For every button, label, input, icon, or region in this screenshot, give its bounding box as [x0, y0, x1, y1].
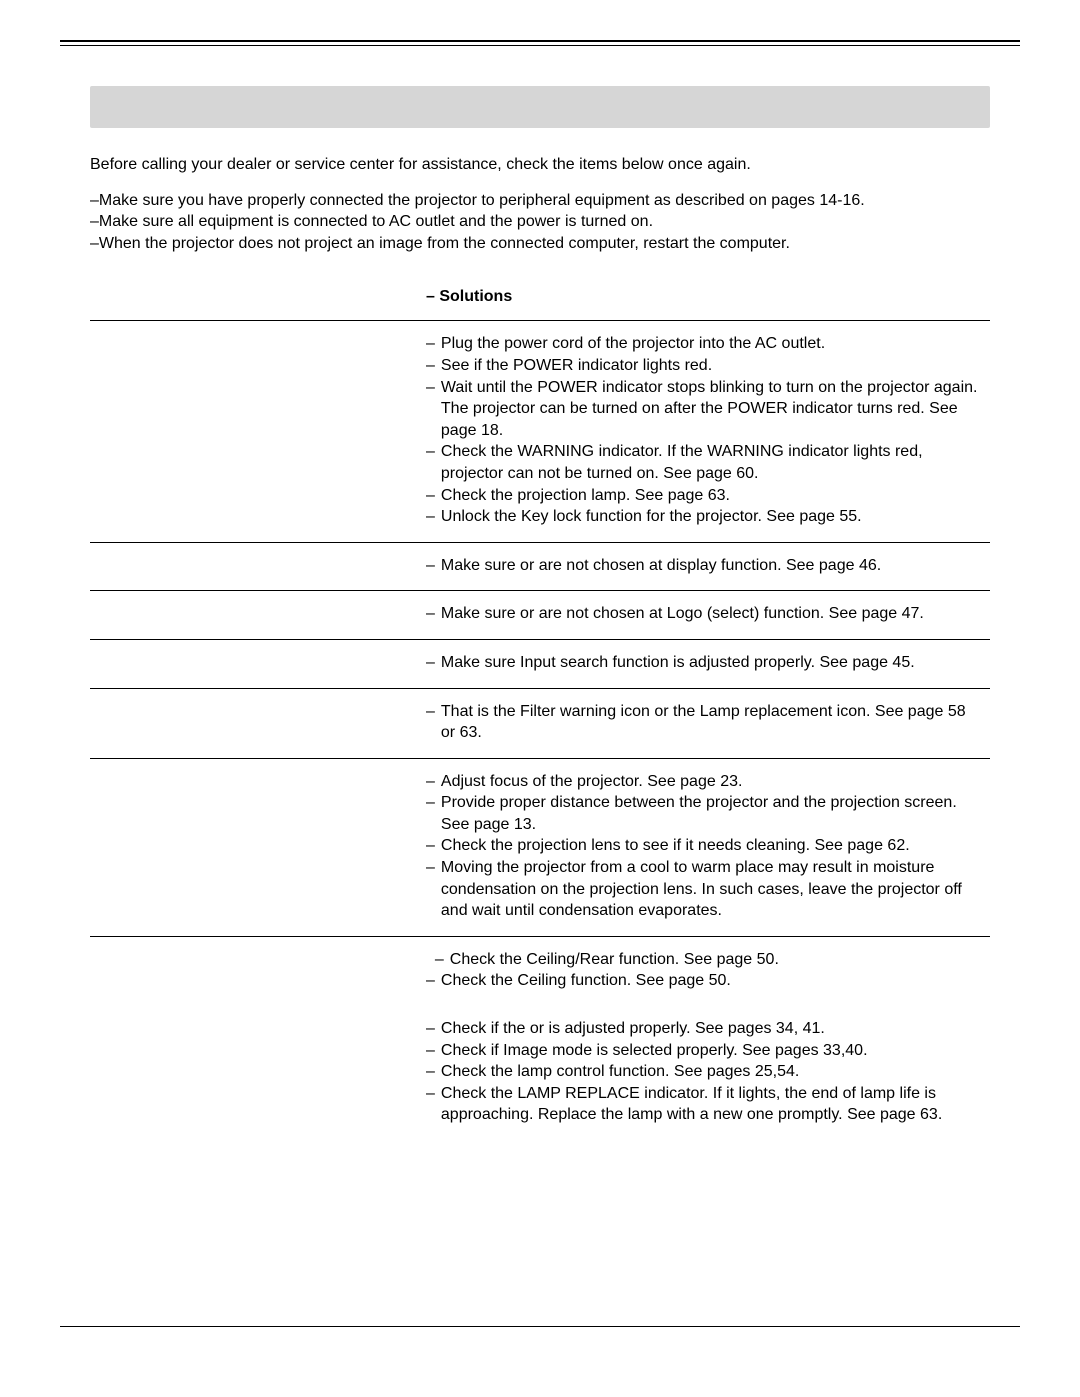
- solution-text: Make sure or are not chosen at display f…: [441, 555, 984, 577]
- precheck-item: –Make sure all equipment is connected to…: [90, 211, 990, 233]
- solution-text: Adjust focus of the projector. See page …: [441, 771, 984, 793]
- problem-cell: [90, 591, 420, 640]
- solution-text: Provide proper distance between the proj…: [441, 792, 984, 835]
- precheck-item: –When the projector does not project an …: [90, 233, 990, 255]
- header-solutions: – Solutions: [420, 276, 990, 321]
- problem-cell: [90, 639, 420, 688]
- solution-text: Check the lamp control function. See pag…: [441, 1061, 984, 1083]
- precheck-list: –Make sure you have properly connected t…: [90, 190, 990, 255]
- solution-text: Check the WARNING indicator. If the WARN…: [441, 441, 984, 484]
- table-row: –That is the Filter warning icon or the …: [90, 688, 990, 758]
- solutions-cell: –Make sure or are not chosen at display …: [420, 542, 990, 591]
- troubleshoot-table: – Solutions –Plug the power cord of the …: [90, 276, 990, 1140]
- problem-cell: [90, 1006, 420, 1140]
- table-row: –Make sure or are not chosen at display …: [90, 542, 990, 591]
- solution-text: See if the POWER indicator lights red.: [441, 355, 984, 377]
- table-row: –Adjust focus of the projector. See page…: [90, 758, 990, 936]
- solution-text: Wait until the POWER indicator stops bli…: [441, 377, 984, 442]
- solution-text: Check if the or is adjusted properly. Se…: [441, 1018, 984, 1040]
- problem-cell: [90, 688, 420, 758]
- page-content: Before calling your dealer or service ce…: [0, 0, 1080, 1200]
- solution-text: Check the projection lens to see if it n…: [441, 835, 984, 857]
- table-row: –Plug the power cord of the projector in…: [90, 321, 990, 542]
- table-row: –Check the Ceiling/Rear function. See pa…: [90, 936, 990, 1006]
- solution-text: Make sure or are not chosen at Logo (sel…: [441, 603, 984, 625]
- problem-cell: [90, 542, 420, 591]
- header-problem: [90, 276, 420, 321]
- solutions-cell: –That is the Filter warning icon or the …: [420, 688, 990, 758]
- footer-rule: [60, 1326, 1020, 1327]
- table-header-row: – Solutions: [90, 276, 990, 321]
- solutions-cell: –Make sure or are not chosen at Logo (se…: [420, 591, 990, 640]
- solution-text: Check the Ceiling/Rear function. See pag…: [450, 949, 984, 971]
- section-title-box: [90, 86, 990, 128]
- solutions-cell: –Check the Ceiling/Rear function. See pa…: [420, 936, 990, 1006]
- solution-text: Plug the power cord of the projector int…: [441, 333, 984, 355]
- solution-text: Check the LAMP REPLACE indicator. If it …: [441, 1083, 984, 1126]
- precheck-item: –Make sure you have properly connected t…: [90, 190, 990, 212]
- table-row: –Make sure Input search function is adju…: [90, 639, 990, 688]
- intro-text: Before calling your dealer or service ce…: [90, 154, 990, 176]
- problem-cell: [90, 758, 420, 936]
- problem-cell: [90, 936, 420, 1006]
- solution-text: Check the Ceiling function. See page 50.: [441, 970, 984, 992]
- top-double-rule: [60, 40, 1020, 46]
- solution-text: Check if Image mode is selected properly…: [441, 1040, 984, 1062]
- solution-text: That is the Filter warning icon or the L…: [441, 701, 984, 744]
- solutions-cell: –Make sure Input search function is adju…: [420, 639, 990, 688]
- table-row: –Make sure or are not chosen at Logo (se…: [90, 591, 990, 640]
- solution-text: Unlock the Key lock function for the pro…: [441, 506, 984, 528]
- solution-text: Make sure Input search function is adjus…: [441, 652, 984, 674]
- solution-text: Check the projection lamp. See page 63.: [441, 485, 984, 507]
- solutions-cell: –Adjust focus of the projector. See page…: [420, 758, 990, 936]
- solutions-cell: –Check if the or is adjusted properly. S…: [420, 1006, 990, 1140]
- solutions-cell: –Plug the power cord of the projector in…: [420, 321, 990, 542]
- table-row: –Check if the or is adjusted properly. S…: [90, 1006, 990, 1140]
- problem-cell: [90, 321, 420, 542]
- solution-text: Moving the projector from a cool to warm…: [441, 857, 984, 922]
